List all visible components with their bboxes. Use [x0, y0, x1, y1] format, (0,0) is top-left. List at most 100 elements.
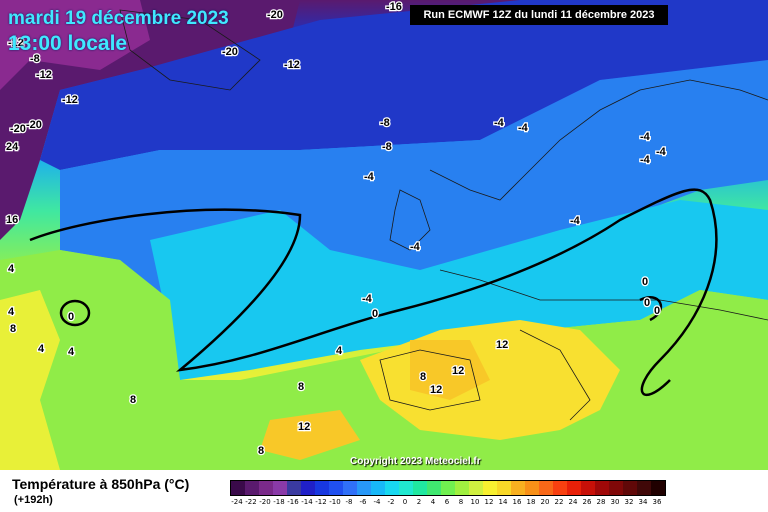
scale-swatch	[245, 481, 259, 495]
scale-tick-label: 20	[540, 498, 550, 506]
scale-tick-label: -22	[245, 498, 257, 506]
zero-isotherm	[29, 188, 718, 397]
scale-tick-label: 4	[430, 498, 436, 506]
isotherm-label: -20	[10, 123, 26, 135]
isotherm-label: -4	[364, 171, 375, 183]
scale-tick-label: -14	[301, 498, 313, 506]
isotherm-label: 4	[8, 306, 15, 318]
scale-tick-label: 16	[512, 498, 522, 506]
isotherm-label: 16	[6, 214, 18, 226]
forecast-date: mardi 19 décembre 2023	[8, 8, 229, 29]
isotherm-label: 0	[372, 308, 378, 320]
iberia-outline	[379, 349, 481, 411]
scale-tick-label: 10	[470, 498, 480, 506]
isotherm-label: -12	[8, 37, 24, 49]
isotherm-label: -8	[382, 141, 392, 153]
scale-tick-label: 32	[624, 498, 634, 506]
isotherm-label: -4	[656, 146, 667, 158]
isotherm-label: 4	[8, 263, 15, 275]
europe-coast	[439, 269, 768, 321]
scale-swatch	[399, 481, 413, 495]
isotherm-label: -12	[284, 59, 300, 71]
zero-isotherm-fragment	[639, 296, 662, 322]
cold-zone-core	[0, 0, 150, 90]
warm-core-atlantic	[260, 410, 360, 460]
scale-swatch	[273, 481, 287, 495]
scale-tick-label: 12	[484, 498, 494, 506]
legend-subtitle: (+192h)	[14, 494, 53, 506]
isotherm-label: -8	[30, 53, 40, 65]
isotherm-label: 0	[644, 297, 650, 309]
scale-swatch	[623, 481, 637, 495]
italy-outline	[519, 329, 591, 421]
zero-isotherm-island	[59, 299, 91, 327]
scale-swatch	[525, 481, 539, 495]
greenland-outline	[119, 9, 261, 91]
scale-swatch	[553, 481, 567, 495]
isotherm-label: 4	[336, 345, 343, 357]
color-scale	[230, 480, 666, 496]
copyright-text: Copyright 2023 Meteociel.fr	[350, 456, 481, 467]
scale-tick-label: 36	[652, 498, 662, 506]
isotherm-label: 12	[430, 384, 442, 396]
legend-title: Température à 850hPa (°C)	[12, 476, 190, 492]
scale-swatch	[287, 481, 301, 495]
scale-swatch	[497, 481, 511, 495]
isotherm-labels: -20-16-20-12-12-8-8-12-20 -20-12-8-4-4 -4-…	[5, 0, 668, 458]
forecast-time: 13:00 locale	[8, 32, 128, 55]
scale-tick-label: -6	[359, 498, 367, 506]
isotherm-label: 8	[10, 323, 16, 335]
scale-tick-label: -2	[387, 498, 395, 506]
isotherm-label: 8	[130, 394, 136, 406]
color-scale-ticks: -24 -22 -20 -18 -16 -14 -12 -10 -8 -6 -4 -2 0 2 4 6 8 10 1…	[230, 498, 664, 506]
isotherm-label: 12	[452, 365, 464, 377]
scale-swatch	[595, 481, 609, 495]
scale-tick-label: 8	[458, 498, 464, 506]
scale-tick-label: 14	[498, 498, 508, 506]
scale-swatch	[357, 481, 371, 495]
isotherm-label: -4	[362, 293, 373, 305]
scale-swatch	[329, 481, 343, 495]
warm-zone-west	[0, 290, 60, 470]
scale-tick-label: -4	[373, 498, 381, 506]
scale-swatch	[427, 481, 441, 495]
scale-tick-label: 24	[568, 498, 578, 506]
isotherm-label: -8	[380, 117, 390, 129]
run-info-box: Run ECMWF 12Z du lundi 11 décembre 2023	[410, 5, 668, 25]
isotherm-label: -4	[640, 131, 651, 143]
scale-swatch	[343, 481, 357, 495]
scale-tick-label: -12	[315, 498, 327, 506]
british-isles-outline	[389, 189, 431, 251]
scale-tick-label: 18	[526, 498, 536, 506]
scale-swatch	[259, 481, 273, 495]
isotherm-label: 12	[298, 421, 310, 433]
scale-swatch	[637, 481, 651, 495]
scale-swatch	[301, 481, 315, 495]
isotherm-label: 4	[38, 343, 45, 355]
scale-swatch	[385, 481, 399, 495]
scale-swatch	[231, 481, 245, 495]
scale-tick-label: 22	[554, 498, 564, 506]
warm-core-iberia	[410, 340, 490, 400]
scandinavia-coast	[429, 79, 768, 201]
scale-swatch	[413, 481, 427, 495]
scale-swatch	[483, 481, 497, 495]
scale-tick-label: 6	[444, 498, 450, 506]
scale-swatch	[441, 481, 455, 495]
scale-swatch	[315, 481, 329, 495]
scale-tick-label: 26	[582, 498, 592, 506]
scale-tick-label: 34	[638, 498, 648, 506]
scale-tick-label: -16	[287, 498, 299, 506]
scale-swatch	[469, 481, 483, 495]
temperature-map: -20 -16 -20 -12 -12 -8 -8 -12 -20 -20 -12 -8 -4 -4 -4-…	[0, 0, 768, 470]
isotherm-label: -20	[26, 119, 42, 131]
scale-swatch	[609, 481, 623, 495]
isotherm-label: 8	[258, 445, 264, 457]
isotherm-label: -4	[494, 117, 505, 129]
scale-swatch	[651, 481, 665, 495]
isotherm-label: -12	[62, 94, 78, 106]
isotherm-label: 0	[68, 311, 74, 323]
cold-zone-blue	[40, 0, 768, 170]
isotherm-label: -20	[267, 9, 283, 21]
legend-footer: Température à 850hPa (°C) (+192h) -2 4 -22…	[0, 470, 768, 512]
